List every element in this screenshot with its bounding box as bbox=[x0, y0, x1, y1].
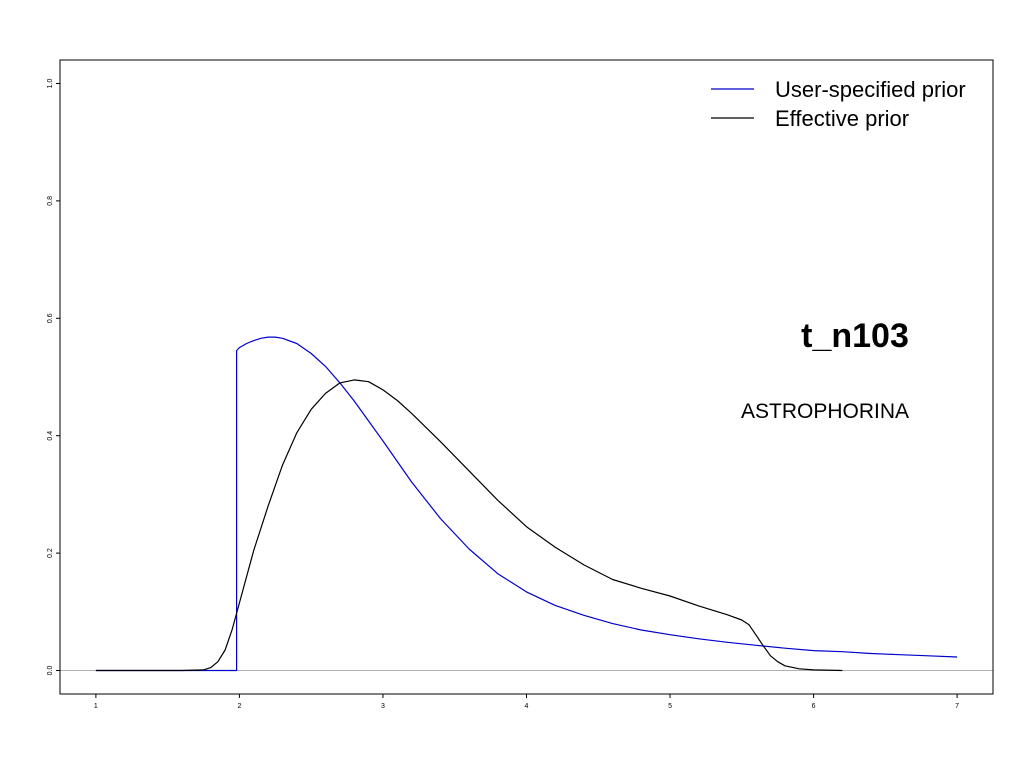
x-tick-label: 2 bbox=[237, 703, 241, 710]
clade-label: ASTROPHORINA bbox=[741, 400, 909, 423]
y-tick-label: 0.0 bbox=[47, 666, 54, 676]
x-tick-label: 5 bbox=[668, 703, 672, 710]
series-line-effective-prior bbox=[95, 379, 843, 672]
plot-frame bbox=[59, 59, 994, 695]
series-line-user-specified-prior bbox=[95, 336, 958, 672]
y-tick-label: 0.4 bbox=[47, 431, 54, 441]
legend: User-specified prior Effective prior bbox=[711, 77, 966, 131]
y-tick-label: 0.6 bbox=[47, 313, 54, 323]
y-tick-label: 1.0 bbox=[47, 79, 54, 89]
y-tick-label: 0.2 bbox=[47, 548, 54, 558]
legend-label-user-specified-prior: User-specified prior bbox=[775, 77, 966, 102]
node-label: t_n103 bbox=[801, 317, 909, 355]
x-tick-label: 3 bbox=[381, 703, 385, 710]
plot-area bbox=[60, 336, 993, 672]
x-tick-label: 4 bbox=[525, 703, 529, 710]
x-tick-label: 7 bbox=[955, 703, 959, 710]
x-tick-label: 6 bbox=[812, 703, 816, 710]
x-tick-label: 1 bbox=[94, 703, 98, 710]
axes: 1 2 3 4 5 6 7 0.0 0.2 0.4 0.6 0.8 1.0 bbox=[47, 59, 994, 710]
legend-label-effective-prior: Effective prior bbox=[775, 106, 909, 131]
y-tick-label: 0.8 bbox=[47, 196, 54, 206]
